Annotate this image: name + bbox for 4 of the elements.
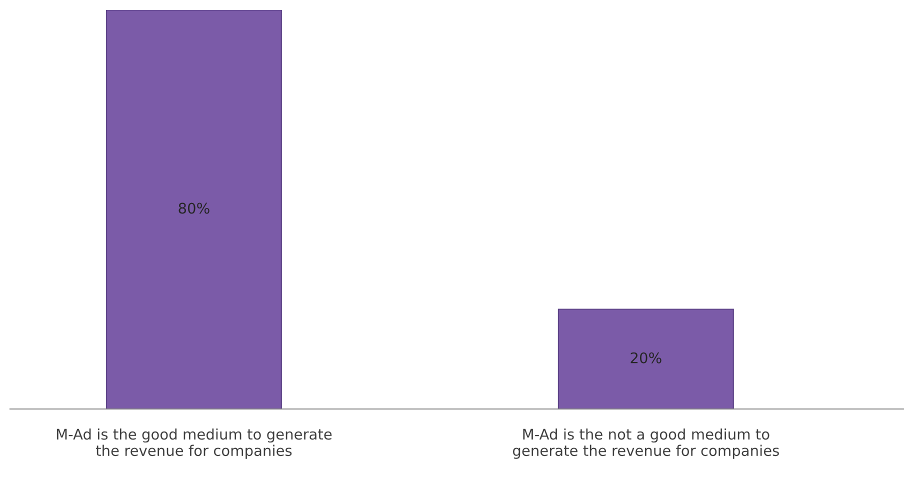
x-tick-label: M-Ad is the good medium to generate the revenue for companies (56, 428, 332, 459)
data-label: 20% (630, 352, 662, 364)
data-label: 80% (178, 202, 210, 214)
x-tick-label: M-Ad is the not a good medium to generate the revenue for companies (512, 428, 779, 459)
